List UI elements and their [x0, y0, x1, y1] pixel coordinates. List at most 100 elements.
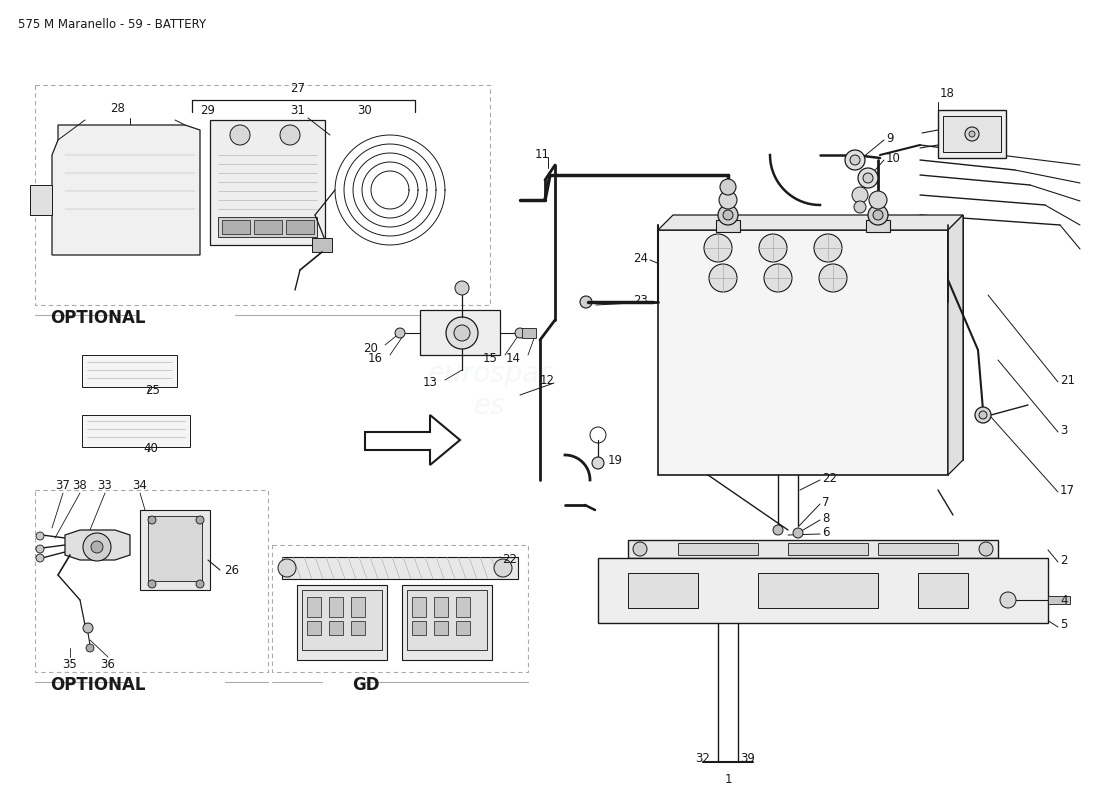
Circle shape	[86, 644, 94, 652]
Text: 24: 24	[632, 251, 648, 265]
Text: 26: 26	[224, 563, 239, 577]
Circle shape	[850, 155, 860, 165]
Bar	[302, 590, 382, 650]
Bar	[434, 597, 448, 617]
Circle shape	[723, 210, 733, 220]
Text: 7: 7	[822, 495, 829, 509]
Polygon shape	[365, 415, 460, 465]
Polygon shape	[65, 530, 130, 560]
Circle shape	[515, 328, 525, 338]
Bar	[412, 597, 426, 617]
Text: 40: 40	[143, 442, 158, 454]
Circle shape	[280, 125, 300, 145]
Text: 31: 31	[290, 104, 305, 117]
Bar	[758, 573, 878, 608]
Bar	[35, 490, 268, 672]
Circle shape	[446, 317, 478, 349]
Circle shape	[36, 545, 44, 553]
Circle shape	[820, 264, 847, 292]
Text: 20: 20	[363, 342, 378, 354]
Circle shape	[979, 411, 987, 419]
Circle shape	[873, 210, 883, 220]
Text: 2: 2	[1060, 554, 1067, 566]
Text: 36: 36	[100, 658, 116, 671]
Bar	[82, 415, 190, 447]
Bar	[866, 220, 890, 232]
Circle shape	[196, 516, 204, 524]
Bar	[788, 543, 868, 555]
Text: 33: 33	[98, 479, 112, 492]
Text: 14: 14	[506, 351, 521, 365]
Bar	[351, 621, 365, 635]
Bar	[407, 590, 487, 650]
Circle shape	[764, 264, 792, 292]
Circle shape	[969, 131, 975, 137]
Circle shape	[793, 528, 803, 538]
Text: 21: 21	[1060, 374, 1075, 386]
Text: 17: 17	[1060, 483, 1075, 497]
Circle shape	[864, 173, 873, 183]
Text: 28: 28	[110, 102, 125, 115]
Text: eurospar
es: eurospar es	[428, 360, 552, 420]
Text: 5: 5	[1060, 618, 1067, 631]
Text: 23: 23	[634, 294, 648, 306]
Bar	[282, 557, 518, 579]
Text: 30: 30	[358, 104, 372, 117]
Bar	[420, 310, 500, 355]
Text: 29: 29	[200, 104, 214, 117]
Bar	[272, 545, 528, 672]
Text: 22: 22	[822, 471, 837, 485]
Bar	[402, 585, 492, 660]
Text: 10: 10	[886, 151, 901, 165]
Text: 38: 38	[73, 479, 87, 492]
Polygon shape	[52, 125, 200, 255]
Text: 6: 6	[822, 526, 829, 538]
Polygon shape	[30, 185, 52, 215]
Text: 18: 18	[940, 87, 955, 100]
Circle shape	[854, 201, 866, 213]
Circle shape	[148, 516, 156, 524]
Bar	[297, 585, 387, 660]
Bar	[307, 621, 321, 635]
Circle shape	[720, 179, 736, 195]
Bar	[522, 328, 536, 338]
Circle shape	[454, 325, 470, 341]
Bar	[254, 220, 282, 234]
Polygon shape	[658, 215, 962, 230]
Circle shape	[814, 234, 842, 262]
Text: 8: 8	[822, 511, 829, 525]
Circle shape	[869, 191, 887, 209]
Bar	[307, 597, 321, 617]
Circle shape	[82, 623, 94, 633]
Circle shape	[975, 407, 991, 423]
Text: 15: 15	[483, 351, 498, 365]
Circle shape	[845, 150, 865, 170]
Bar	[628, 540, 998, 558]
Bar	[716, 220, 740, 232]
Text: 12: 12	[540, 374, 556, 386]
Polygon shape	[948, 215, 962, 475]
Circle shape	[230, 125, 250, 145]
Circle shape	[36, 532, 44, 540]
Text: 32: 32	[695, 751, 710, 765]
Circle shape	[773, 525, 783, 535]
Circle shape	[494, 559, 512, 577]
Circle shape	[148, 580, 156, 588]
Bar	[598, 558, 1048, 623]
Circle shape	[91, 541, 103, 553]
Bar	[878, 543, 958, 555]
Circle shape	[592, 457, 604, 469]
Bar	[35, 85, 490, 305]
Bar	[351, 597, 365, 617]
Bar	[1048, 596, 1070, 604]
Text: 34: 34	[133, 479, 147, 492]
Bar	[658, 230, 948, 475]
Text: OPTIONAL: OPTIONAL	[50, 309, 145, 327]
Circle shape	[82, 533, 111, 561]
Text: 9: 9	[886, 131, 893, 145]
Bar	[312, 238, 332, 252]
Text: 37: 37	[56, 479, 70, 492]
Text: 3: 3	[1060, 423, 1067, 437]
Circle shape	[1000, 592, 1016, 608]
Circle shape	[36, 554, 44, 562]
